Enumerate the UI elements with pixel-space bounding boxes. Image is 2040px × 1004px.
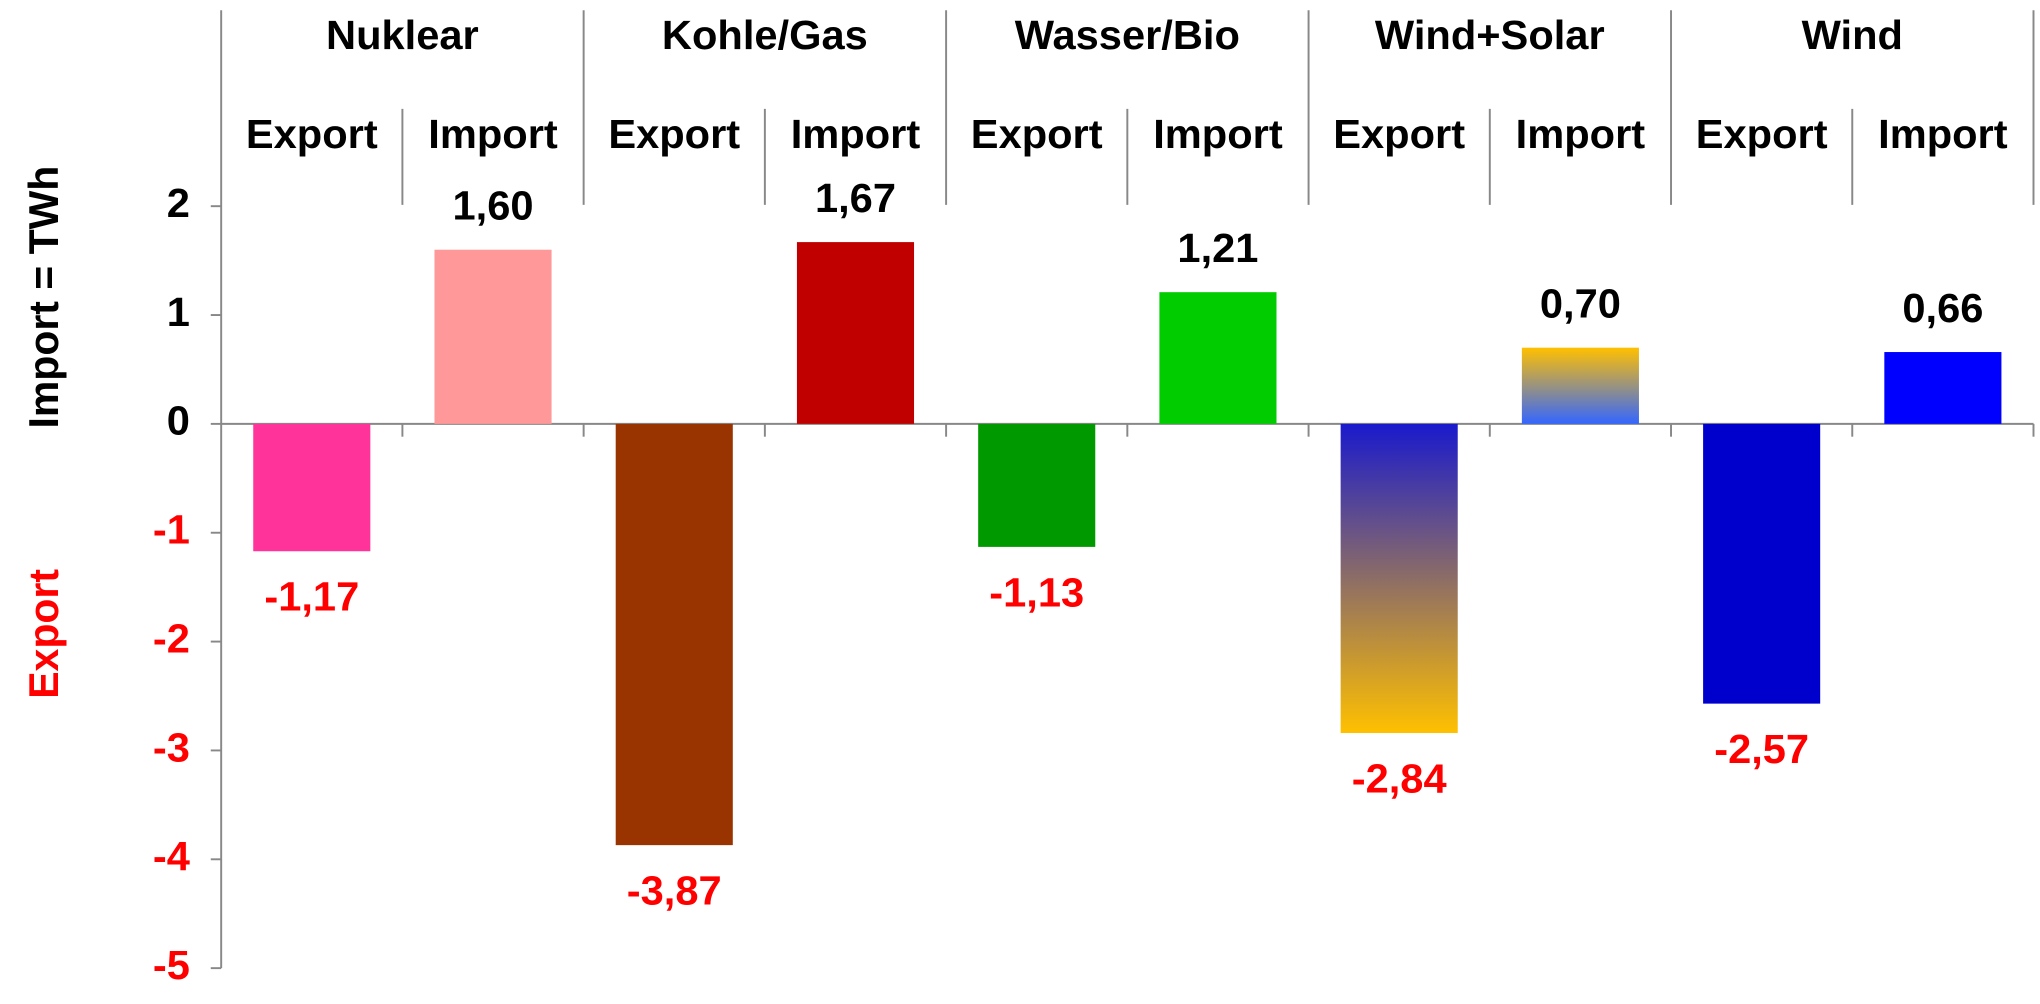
group-label: Kohle/Gas [662,13,868,59]
x-tick-label: Import [791,111,921,157]
bar [1521,347,1639,424]
bar [434,249,552,424]
bar [796,242,915,424]
value-label: -2,84 [1352,756,1447,802]
y-tick-label: 1 [167,289,190,335]
group-label: Wind+Solar [1375,13,1605,59]
bar [1159,292,1277,424]
group-label: Wasser/Bio [1015,13,1240,59]
group-label: Wind [1802,13,1903,59]
x-tick-label: Export [971,111,1103,157]
group-label: Nuklear [326,13,479,59]
x-tick-label: Export [1333,111,1465,157]
value-label: 0,70 [1540,281,1621,327]
value-label: 1,67 [815,175,896,221]
x-tick-label: Import [1153,111,1283,157]
bar [978,423,1096,547]
y-tick-label: 0 [167,398,190,444]
bar [1703,423,1821,704]
value-label: 0,66 [1902,285,1983,331]
y-tick-label: -4 [153,833,190,879]
value-label: -2,57 [1714,726,1809,772]
y-axis-label-export: Export [21,569,67,699]
bar [253,423,371,552]
value-label: -1,13 [989,570,1084,616]
x-tick-label: Export [608,111,740,157]
x-tick-label: Import [1878,111,2008,157]
y-axis-label: Import = TWh [21,166,67,429]
bar [615,423,733,846]
bar [1340,423,1458,734]
y-tick-label: -5 [153,942,190,988]
value-label: -1,17 [264,574,359,620]
y-tick-label: -1 [153,507,190,553]
x-tick-label: Import [1516,111,1646,157]
x-tick-label: Import [428,111,558,157]
bar [1884,352,2002,424]
value-label: 1,60 [453,183,534,229]
y-tick-label: 2 [167,180,190,226]
value-label: -3,87 [627,868,722,914]
x-tick-label: Export [246,111,378,157]
value-label: 1,21 [1177,225,1258,271]
x-tick-label: Export [1696,111,1828,157]
y-tick-label: -2 [153,616,190,662]
y-tick-label: -3 [153,725,190,771]
